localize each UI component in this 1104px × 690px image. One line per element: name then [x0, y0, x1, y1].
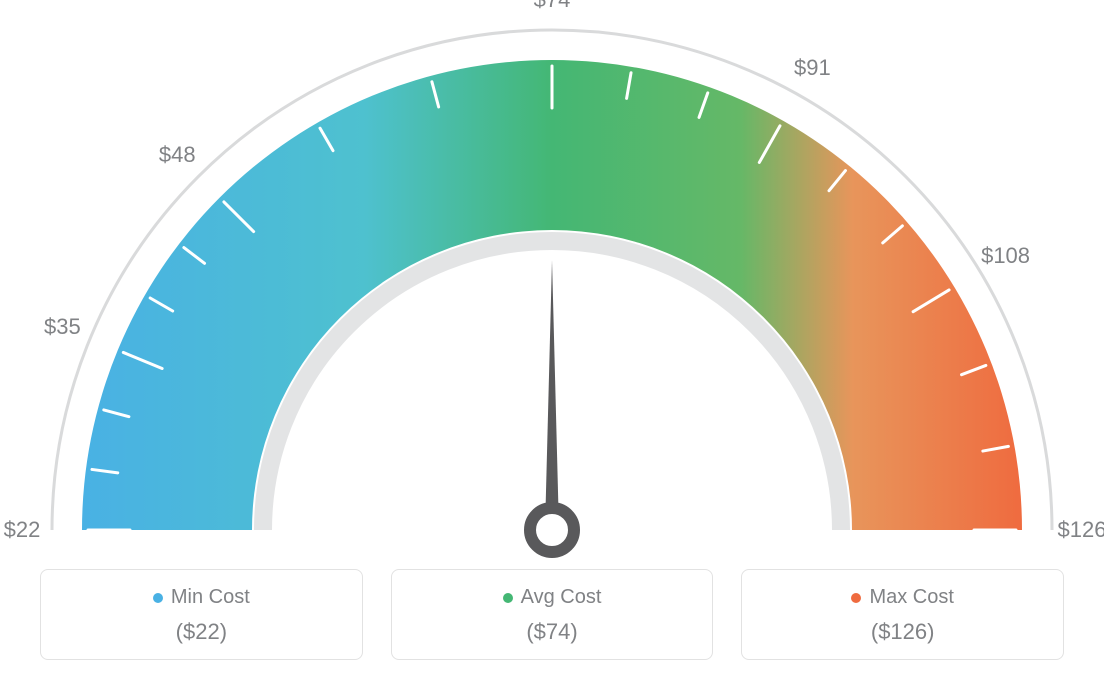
legend-row: Min Cost ($22) Avg Cost ($74) Max Cost (… [40, 569, 1064, 660]
gauge-area: $22 $35 $48 $74 $91 $108 $126 [0, 0, 1104, 560]
scale-label: $91 [794, 55, 831, 81]
dot-icon [851, 593, 861, 603]
legend-avg-cost: Avg Cost ($74) [391, 569, 714, 660]
dot-icon [153, 593, 163, 603]
legend-value: ($22) [51, 619, 352, 645]
legend-title: Min Cost [153, 586, 250, 609]
scale-label: $35 [44, 314, 81, 340]
cost-gauge-chart: $22 $35 $48 $74 $91 $108 $126 Min Cost ($22) A… [0, 0, 1104, 690]
scale-label: $22 [4, 517, 41, 543]
dot-icon [503, 593, 513, 603]
legend-value: ($74) [402, 619, 703, 645]
scale-label: $74 [534, 0, 571, 13]
legend-title-text: Max Cost [869, 586, 953, 609]
legend-min-cost: Min Cost ($22) [40, 569, 363, 660]
scale-label: $108 [981, 243, 1030, 269]
gauge-svg [0, 0, 1104, 560]
legend-max-cost: Max Cost ($126) [741, 569, 1064, 660]
legend-title-text: Min Cost [171, 586, 250, 609]
legend-title-text: Avg Cost [521, 586, 602, 609]
scale-label: $48 [159, 142, 196, 168]
legend-value: ($126) [752, 619, 1053, 645]
scale-label: $126 [1058, 517, 1104, 543]
legend-title: Avg Cost [503, 586, 602, 609]
legend-title: Max Cost [851, 586, 953, 609]
